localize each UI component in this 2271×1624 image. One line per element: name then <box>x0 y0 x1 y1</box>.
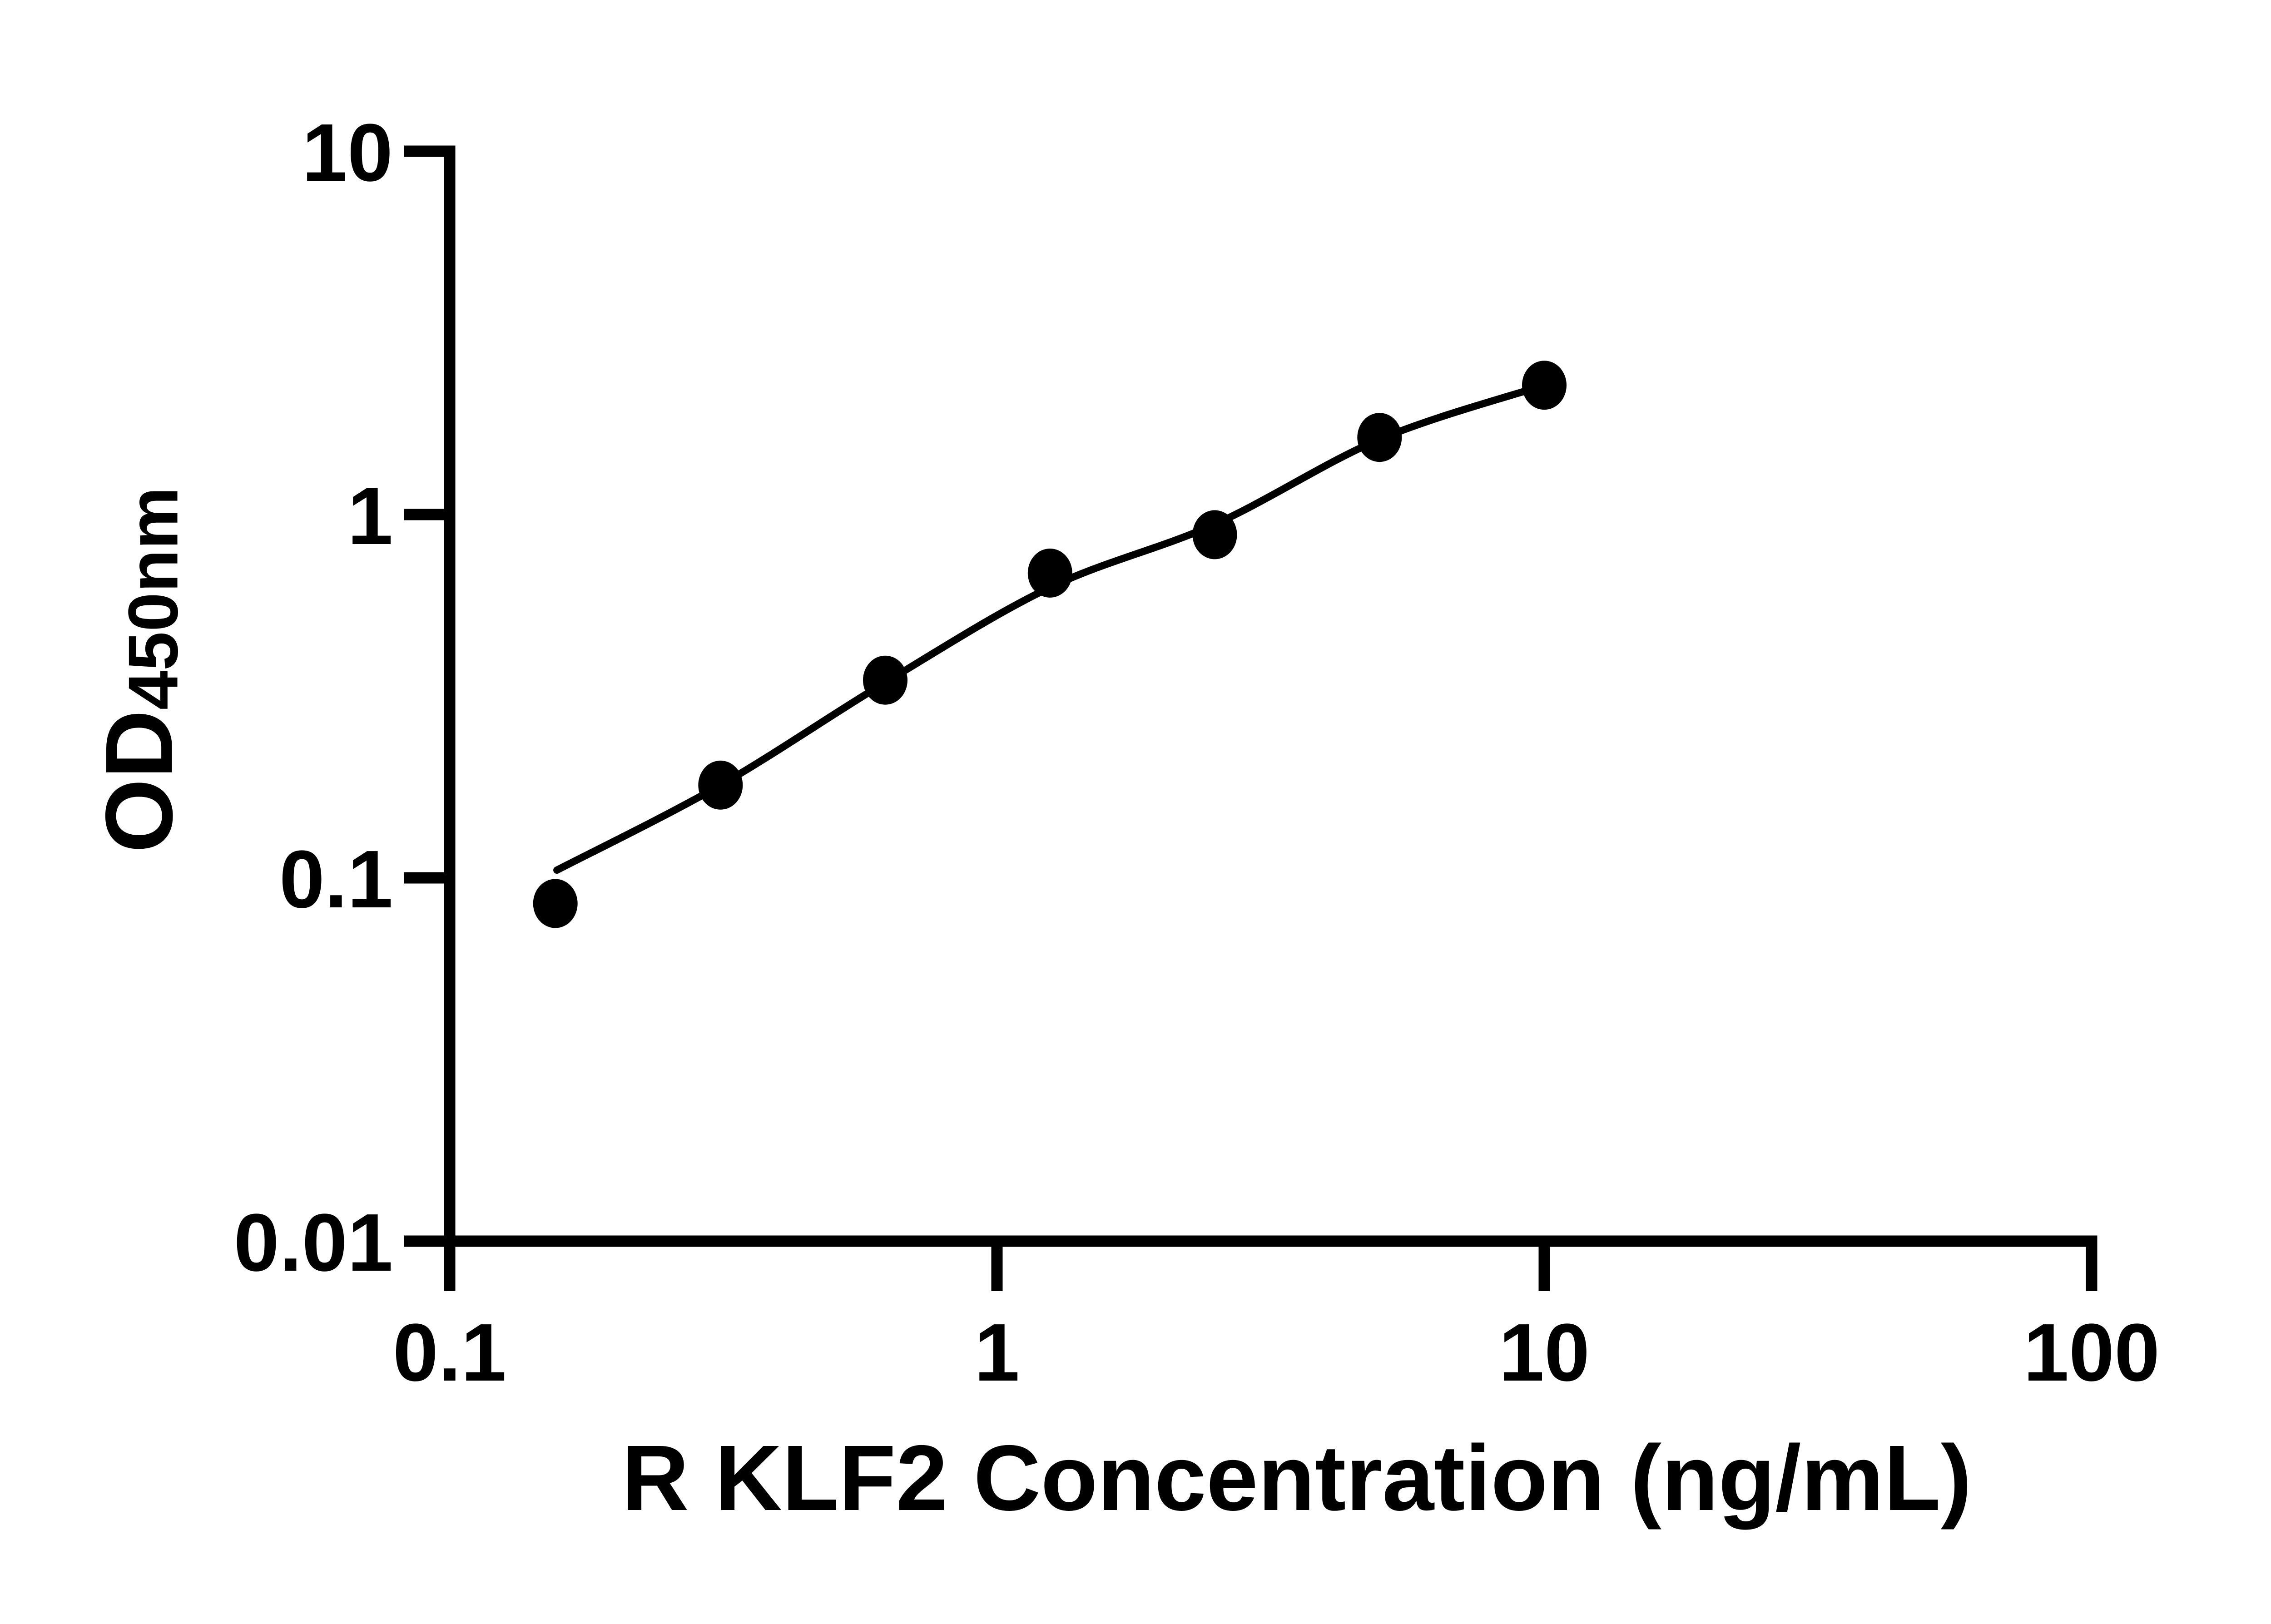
y-axis-title-subscript: 450nm <box>114 486 193 710</box>
x-tick-label: 0.1 <box>393 1307 506 1398</box>
x-tick-label: 1 <box>974 1307 1020 1398</box>
y-tick-label: 1 <box>347 470 393 562</box>
data-point <box>1027 548 1072 598</box>
data-point <box>1357 413 1402 462</box>
x-tick-label: 100 <box>2023 1307 2160 1398</box>
y-tick-label: 0.1 <box>279 834 393 925</box>
data-point <box>533 879 578 928</box>
x-axis-title: R KLF2 Concentration (ng/mL) <box>621 1426 1972 1530</box>
data-point <box>1192 510 1237 559</box>
y-axis-title-main: OD <box>85 710 193 853</box>
data-point <box>1522 361 1567 410</box>
data-point <box>863 655 907 705</box>
y-axis-title: OD450nm <box>86 487 193 853</box>
x-tick-label: 10 <box>1499 1307 1590 1398</box>
y-tick-label: 10 <box>302 107 393 198</box>
data-point <box>698 760 743 810</box>
y-tick-label: 0.01 <box>234 1197 393 1288</box>
